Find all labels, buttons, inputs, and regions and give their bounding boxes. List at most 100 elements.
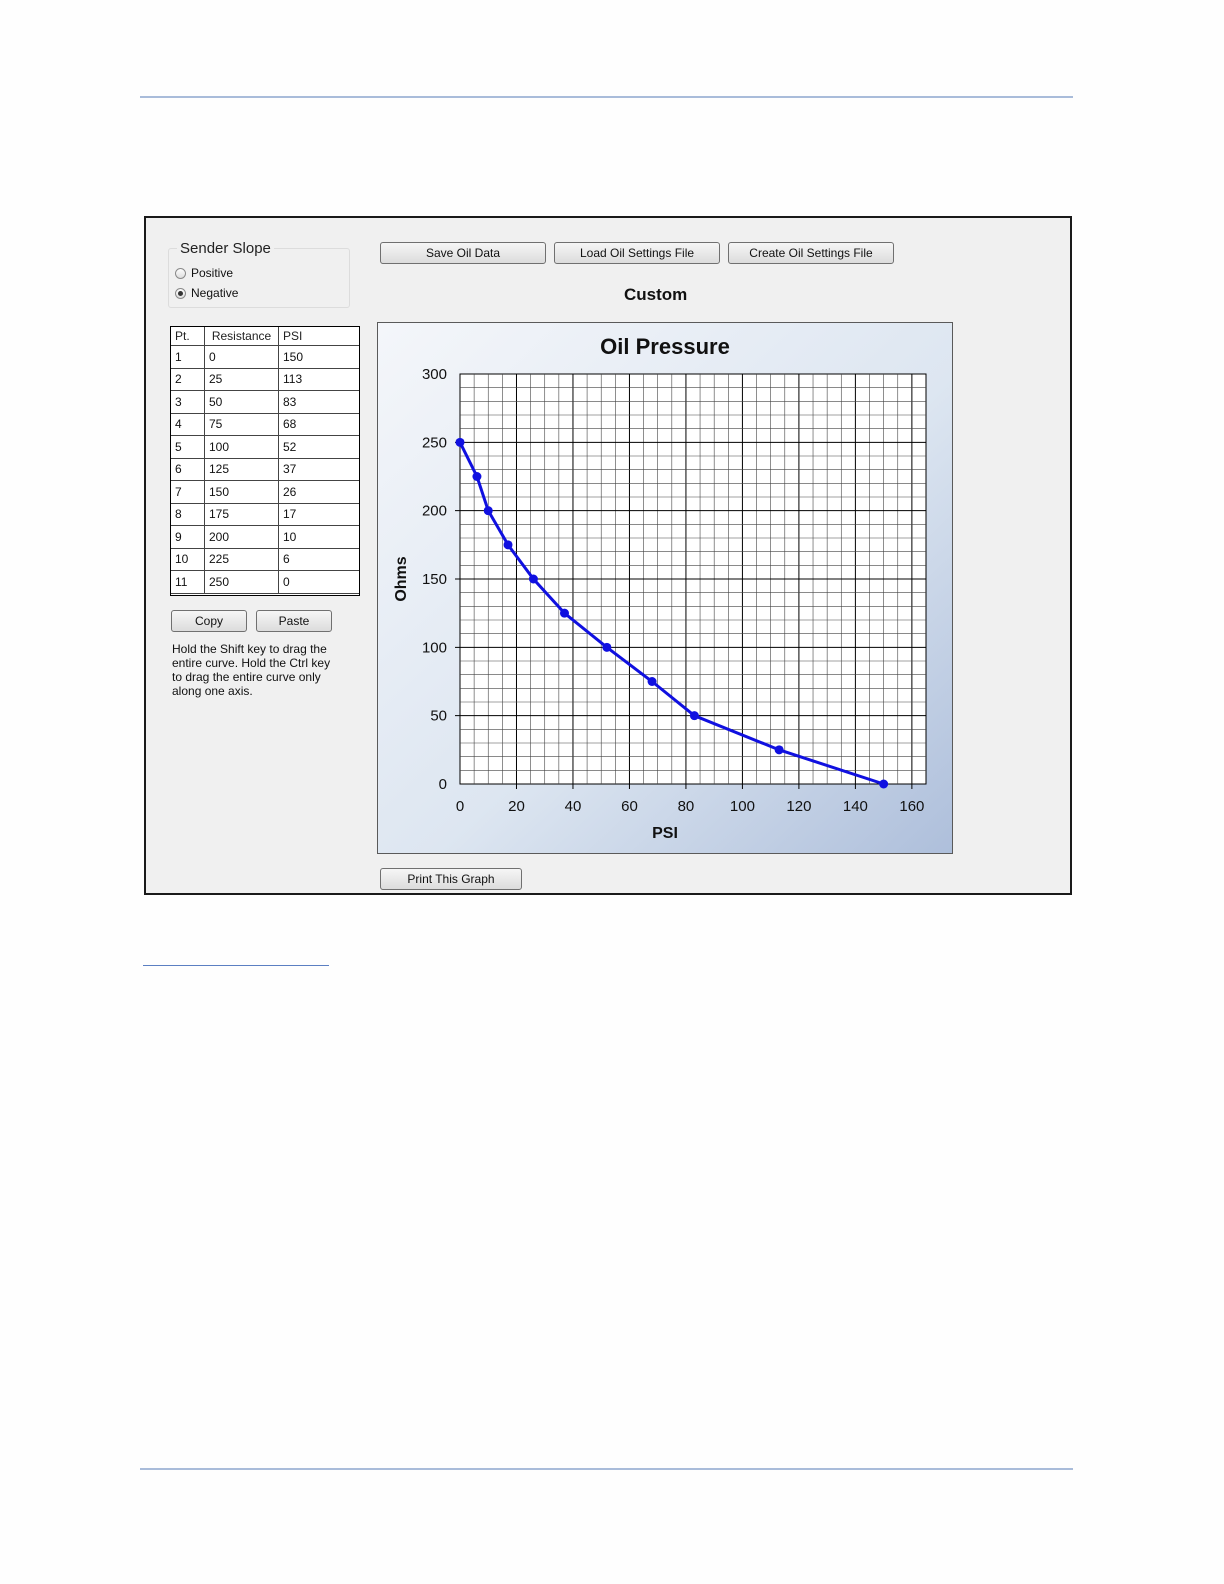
cell-point[interactable]: 8 <box>171 503 205 526</box>
table-row[interactable]: 7 150 26 <box>171 480 359 504</box>
curve-point[interactable] <box>455 437 465 447</box>
y-tick-label: 0 <box>439 776 447 793</box>
y-tick-label: 50 <box>430 708 447 725</box>
footnote-rule <box>143 965 329 966</box>
table-row[interactable]: 8 175 17 <box>171 503 359 526</box>
cell-psi[interactable]: 52 <box>278 435 359 459</box>
curve-point[interactable] <box>559 608 569 618</box>
x-tick-label: 120 <box>786 798 811 815</box>
cell-point[interactable]: 9 <box>171 525 205 549</box>
cell-psi[interactable]: 17 <box>278 503 359 526</box>
drag-hint-text: Hold the Shift key to drag the entire cu… <box>172 642 331 698</box>
positive-radio-button[interactable] <box>175 267 186 279</box>
cell-point[interactable]: 3 <box>171 390 205 414</box>
x-tick-label: 160 <box>899 798 924 815</box>
x-tick-label: 40 <box>565 798 582 815</box>
footer-rule <box>140 1468 1073 1470</box>
resistance-psi-table: Pt. Resistance PSI 1 0 150 2 25 113 3 50 83 4 75 68… <box>170 326 360 596</box>
y-tick-label: 300 <box>422 366 447 383</box>
y-tick-label: 150 <box>422 571 447 588</box>
curve-point[interactable] <box>774 745 784 755</box>
curve-point[interactable] <box>472 472 482 481</box>
y-axis-label: Ohms <box>393 556 410 601</box>
table-row[interactable]: 5 100 52 <box>171 435 359 459</box>
table-row[interactable]: 1 0 150 <box>171 345 359 369</box>
negative-radio-button[interactable] <box>175 287 186 299</box>
print-graph-button[interactable]: Print This Graph <box>380 868 522 890</box>
x-tick-label: 20 <box>508 798 525 815</box>
cell-resistance[interactable]: 50 <box>204 390 279 414</box>
cell-resistance[interactable]: 25 <box>204 368 279 391</box>
cell-point[interactable]: 7 <box>171 480 205 504</box>
y-tick-label: 200 <box>422 503 447 520</box>
curve-point[interactable] <box>602 642 612 652</box>
curve-point[interactable] <box>647 677 657 686</box>
chart-title: Oil Pressure <box>600 334 730 359</box>
cell-resistance[interactable]: 150 <box>204 480 279 504</box>
cell-point[interactable]: 1 <box>171 345 205 369</box>
cell-point[interactable]: 11 <box>171 570 205 594</box>
header-resistance: Resistance <box>204 327 279 346</box>
table-row[interactable]: 2 25 113 <box>171 368 359 391</box>
cell-resistance[interactable]: 250 <box>204 570 279 594</box>
sender-slope-title: Sender Slope <box>177 240 274 257</box>
x-tick-label: 60 <box>621 798 638 815</box>
cell-point[interactable]: 6 <box>171 458 205 481</box>
curve-point[interactable] <box>503 540 513 550</box>
copy-button[interactable]: Copy <box>171 610 247 632</box>
chart-svg[interactable]: Oil Pressure PSI Ohms 0 20 40 60 80 100 120 140… <box>378 323 952 853</box>
table-header-row: Pt. Resistance PSI <box>171 327 359 346</box>
sender-slope-group: Sender Slope Positive Negative <box>168 240 350 308</box>
y-tick-label: 100 <box>422 639 447 656</box>
cell-point[interactable]: 2 <box>171 368 205 391</box>
cell-resistance[interactable]: 100 <box>204 435 279 459</box>
cell-resistance[interactable]: 0 <box>204 345 279 369</box>
table-row[interactable]: 3 50 83 <box>171 390 359 414</box>
curve-point[interactable] <box>483 506 493 516</box>
cell-psi[interactable]: 68 <box>278 413 359 436</box>
cell-psi[interactable]: 83 <box>278 390 359 414</box>
header-point: Pt. <box>171 327 205 346</box>
table-row[interactable]: 9 200 10 <box>171 525 359 549</box>
cell-resistance[interactable]: 125 <box>204 458 279 481</box>
save-oil-data-button[interactable]: Save Oil Data <box>380 242 546 264</box>
paste-button[interactable]: Paste <box>256 610 332 632</box>
curve-name-label: Custom <box>624 285 688 304</box>
cell-psi[interactable]: 150 <box>278 345 359 369</box>
x-axis-label: PSI <box>652 825 678 842</box>
table-row[interactable]: 10 225 6 <box>171 548 359 571</box>
table-row[interactable]: 11 250 0 <box>171 570 359 594</box>
cell-point[interactable]: 10 <box>171 548 205 571</box>
create-oil-settings-button[interactable]: Create Oil Settings File <box>728 242 894 264</box>
cell-psi[interactable]: 6 <box>278 548 359 571</box>
cell-point[interactable]: 4 <box>171 413 205 436</box>
x-tick-label: 140 <box>843 798 868 815</box>
cell-resistance[interactable]: 200 <box>204 525 279 549</box>
y-tick-label: 250 <box>422 434 447 451</box>
curve-point[interactable] <box>689 711 699 721</box>
table-row[interactable]: 4 75 68 <box>171 413 359 436</box>
cell-psi[interactable]: 113 <box>278 368 359 391</box>
negative-radio-option[interactable]: Negative <box>175 286 238 300</box>
load-oil-settings-button[interactable]: Load Oil Settings File <box>554 242 720 264</box>
cell-point[interactable]: 5 <box>171 435 205 459</box>
positive-radio-option[interactable]: Positive <box>175 266 233 280</box>
cell-psi[interactable]: 10 <box>278 525 359 549</box>
oil-pressure-chart[interactable]: Oil Pressure PSI Ohms 0 20 40 60 80 100 120 140… <box>377 322 953 854</box>
curve-point[interactable] <box>528 574 538 584</box>
oil-settings-window: Sender Slope Positive Negative Save Oil … <box>144 216 1072 895</box>
cell-resistance[interactable]: 225 <box>204 548 279 571</box>
x-tick-label: 80 <box>678 798 695 815</box>
positive-radio-label: Positive <box>191 266 234 280</box>
cell-psi[interactable]: 37 <box>278 458 359 481</box>
x-tick-label: 100 <box>730 798 755 815</box>
cell-resistance[interactable]: 75 <box>204 413 279 436</box>
table-row[interactable]: 6 125 37 <box>171 458 359 481</box>
cell-psi[interactable]: 26 <box>278 480 359 504</box>
header-rule <box>140 96 1073 98</box>
curve-point[interactable] <box>879 779 889 789</box>
cell-resistance[interactable]: 175 <box>204 503 279 526</box>
x-tick-label: 0 <box>456 798 464 815</box>
negative-radio-label: Negative <box>191 286 239 300</box>
cell-psi[interactable]: 0 <box>278 570 359 594</box>
